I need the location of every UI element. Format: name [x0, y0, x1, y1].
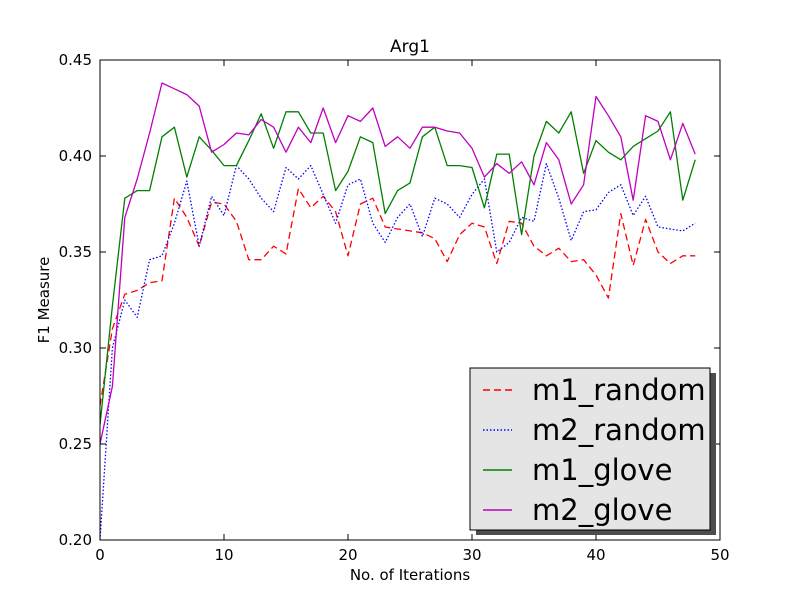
x-axis-label: No. of Iterations — [350, 566, 471, 584]
x-tick-label: 20 — [338, 546, 357, 564]
x-tick-label: 10 — [214, 546, 233, 564]
series-layer — [100, 82, 696, 540]
x-tick-label: 0 — [95, 546, 105, 564]
series-line-m2-glove — [100, 82, 696, 445]
y-tick-label: 0.45 — [59, 51, 92, 69]
legend-box — [469, 367, 711, 531]
ticks-layer: 0 10 20 30 40 50 0.20 0.25 0.30 0.35 0.40 0.45 — [59, 51, 730, 564]
y-tick-label: 0.30 — [59, 339, 92, 357]
legend-label-m1-random: m1_random — [532, 373, 706, 407]
x-tick-label: 50 — [710, 546, 729, 564]
y-tick-label: 0.25 — [59, 435, 92, 453]
legend: m1_random m2_random m1_glove m2_glove — [469, 367, 716, 535]
y-tick-label: 0.20 — [59, 531, 92, 549]
plot-frame — [99, 59, 721, 541]
legend-label-m2-random: m2_random — [532, 413, 706, 447]
legend-label-m2-glove: m2_glove — [532, 493, 672, 527]
chart-title: Arg1 — [390, 37, 430, 57]
series-line-m2-random — [100, 163, 696, 540]
x-tick-label: 40 — [586, 546, 605, 564]
series-line-m1-glove — [100, 111, 696, 425]
y-axis-label: F1 Measure — [35, 257, 53, 344]
legend-label-m1-glove: m1_glove — [532, 453, 672, 487]
y-tick-label: 0.35 — [59, 243, 92, 261]
x-tick-label: 30 — [462, 546, 481, 564]
y-tick-label: 0.40 — [59, 147, 92, 165]
